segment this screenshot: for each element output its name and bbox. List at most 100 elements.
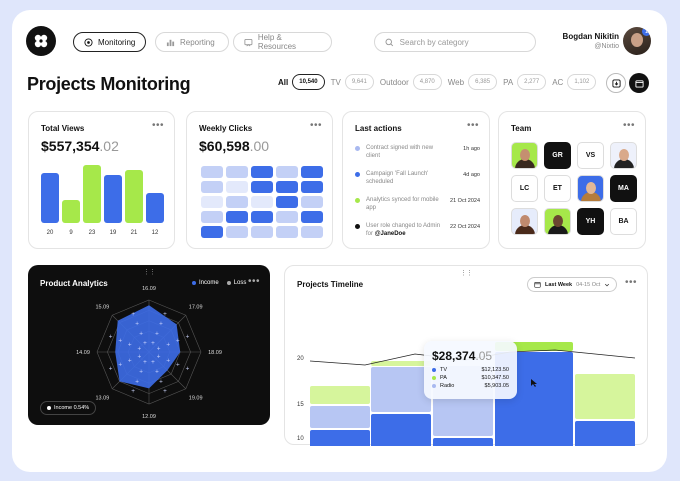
legend-loss: Loss xyxy=(226,280,247,286)
tooltip-value-main: $28,374 xyxy=(432,349,476,363)
search-input[interactable] xyxy=(399,37,525,47)
more-icon[interactable]: ••• xyxy=(624,277,637,288)
team-member-photo[interactable] xyxy=(544,208,571,235)
team-member-et[interactable]: ET xyxy=(544,175,571,202)
more-icon[interactable]: ••• xyxy=(309,120,322,131)
radar-star: + xyxy=(118,362,122,368)
team-member-vs[interactable]: VS xyxy=(577,142,604,169)
drag-handle-icon[interactable]: ⋮⋮ xyxy=(143,269,156,276)
calendar-button[interactable] xyxy=(629,73,649,93)
bar-segment xyxy=(310,386,370,404)
radar-star: + xyxy=(176,338,180,344)
radar-label: 15.09 xyxy=(95,305,109,311)
card-title: Weekly Clicks xyxy=(199,124,253,133)
legend-loss-label: Loss xyxy=(233,280,247,286)
income-badge-label: Income 0.54% xyxy=(54,405,90,411)
team-member-yh[interactable]: YH xyxy=(577,208,604,235)
filter-pa[interactable]: PA 2,277 xyxy=(503,74,547,90)
member-face xyxy=(519,149,530,161)
chevron-down-icon xyxy=(605,283,610,286)
more-icon[interactable]: ••• xyxy=(622,120,635,131)
radar-income-area xyxy=(115,305,181,389)
value-main: $557,354 xyxy=(41,138,100,154)
action-user[interactable]: @JaneDoe xyxy=(374,231,406,237)
radar-star: + xyxy=(176,362,180,368)
heatmap-cell xyxy=(226,196,248,208)
more-icon[interactable]: ••• xyxy=(247,276,260,287)
total-views-value: $557,354.02 xyxy=(41,138,119,154)
filter-label: PA xyxy=(503,77,514,87)
search-bar[interactable] xyxy=(374,32,536,52)
team-member-lc[interactable]: LC xyxy=(511,175,538,202)
nav-help[interactable]: Help & Resources xyxy=(233,32,332,52)
team-member-photo[interactable] xyxy=(610,142,637,169)
team-member-photo[interactable] xyxy=(511,208,538,235)
bar-label: 21 xyxy=(130,230,138,236)
team-initials: BA xyxy=(618,218,629,225)
action-text-body: Contract signed with new client xyxy=(366,145,434,159)
heatmap-cell xyxy=(226,211,248,223)
drag-handle-icon[interactable]: ⋮⋮ xyxy=(460,270,473,277)
bar xyxy=(41,172,59,223)
radar-label: 14.09 xyxy=(76,350,90,356)
radar-star: + xyxy=(166,358,170,364)
action-dot xyxy=(355,172,360,177)
heatmap-cell xyxy=(251,196,273,208)
heatmap-cell xyxy=(276,226,298,238)
action-item[interactable]: Campaign 'Fall Launch' scheduled 4d ago xyxy=(355,170,480,186)
team-member-gr[interactable]: GR xyxy=(544,142,571,169)
action-item[interactable]: User role changed to Admin for @JaneDoe 2… xyxy=(355,222,480,238)
action-dot xyxy=(355,198,360,203)
filter-all[interactable]: All 10,540 xyxy=(278,74,325,90)
weekly-clicks-heatmap xyxy=(201,166,323,238)
date-range-select[interactable]: Last Week 04-15 Oct xyxy=(527,277,618,292)
team-member-photo[interactable] xyxy=(511,142,538,169)
filter-ac[interactable]: AC 1,102 xyxy=(552,74,597,90)
nav-reporting[interactable]: Reporting xyxy=(155,32,229,52)
income-badge: Income 0.54% xyxy=(40,401,97,415)
heatmap-cell xyxy=(301,181,323,193)
action-item[interactable]: Contract signed with new client 1h ago xyxy=(355,144,480,160)
radar-star: + xyxy=(151,340,155,346)
export-button[interactable] xyxy=(606,73,626,93)
legend-income-label: Income xyxy=(199,280,219,286)
filter-count: 9,641 xyxy=(344,74,374,90)
tooltip-dot xyxy=(432,376,436,380)
more-icon[interactable]: ••• xyxy=(151,120,164,131)
team-member-ma[interactable]: MA xyxy=(610,175,637,202)
team-member-photo[interactable] xyxy=(577,175,604,202)
member-shoulders xyxy=(580,192,601,201)
team-initials: ET xyxy=(553,185,562,192)
tooltip-row-value: $12,123.50 xyxy=(481,367,509,373)
filter-web[interactable]: Web 6,385 xyxy=(448,74,498,90)
heatmap-cell xyxy=(276,166,298,178)
user-avatar[interactable]: 1 xyxy=(623,27,651,55)
filter-label: AC xyxy=(552,77,564,87)
bar-segment xyxy=(433,438,493,446)
heatmap-cell xyxy=(276,181,298,193)
help-icon xyxy=(244,38,253,46)
filter-tv[interactable]: TV 9,641 xyxy=(331,74,374,90)
filter-label: TV xyxy=(330,77,341,87)
more-icon[interactable]: ••• xyxy=(466,120,479,131)
card-title: Team xyxy=(511,124,532,133)
radar-star: + xyxy=(128,358,132,364)
heatmap-cell xyxy=(251,226,273,238)
action-text: User role changed to Admin for @JaneDoe xyxy=(366,222,444,238)
product-analytics-card: ⋮⋮ Product Analytics Income Loss ••• + + +… xyxy=(28,265,270,425)
action-item[interactable]: Analytics synced for mobile app 21 Oct 20… xyxy=(355,196,480,212)
bar-chart-icon xyxy=(166,39,175,46)
action-text-body: Campaign 'Fall Launch' scheduled xyxy=(366,171,429,185)
tooltip-row: PA $10,347.50 xyxy=(432,375,509,381)
value-decimal: .02 xyxy=(99,138,119,154)
member-shoulders xyxy=(514,225,535,234)
calendar-icon xyxy=(634,79,644,88)
team-member-ba[interactable]: BA xyxy=(610,208,637,235)
heatmap-cell xyxy=(226,181,248,193)
heatmap-cell xyxy=(201,226,223,238)
app-logo[interactable] xyxy=(26,26,56,56)
dashboard-window: Monitoring Reporting Help & Resources Bo… xyxy=(12,10,667,472)
last-actions-card: Last actions ••• Contract signed with ne… xyxy=(342,111,490,249)
filter-outdoor[interactable]: Outdoor 4,870 xyxy=(380,74,442,90)
nav-monitoring[interactable]: Monitoring xyxy=(73,32,147,52)
